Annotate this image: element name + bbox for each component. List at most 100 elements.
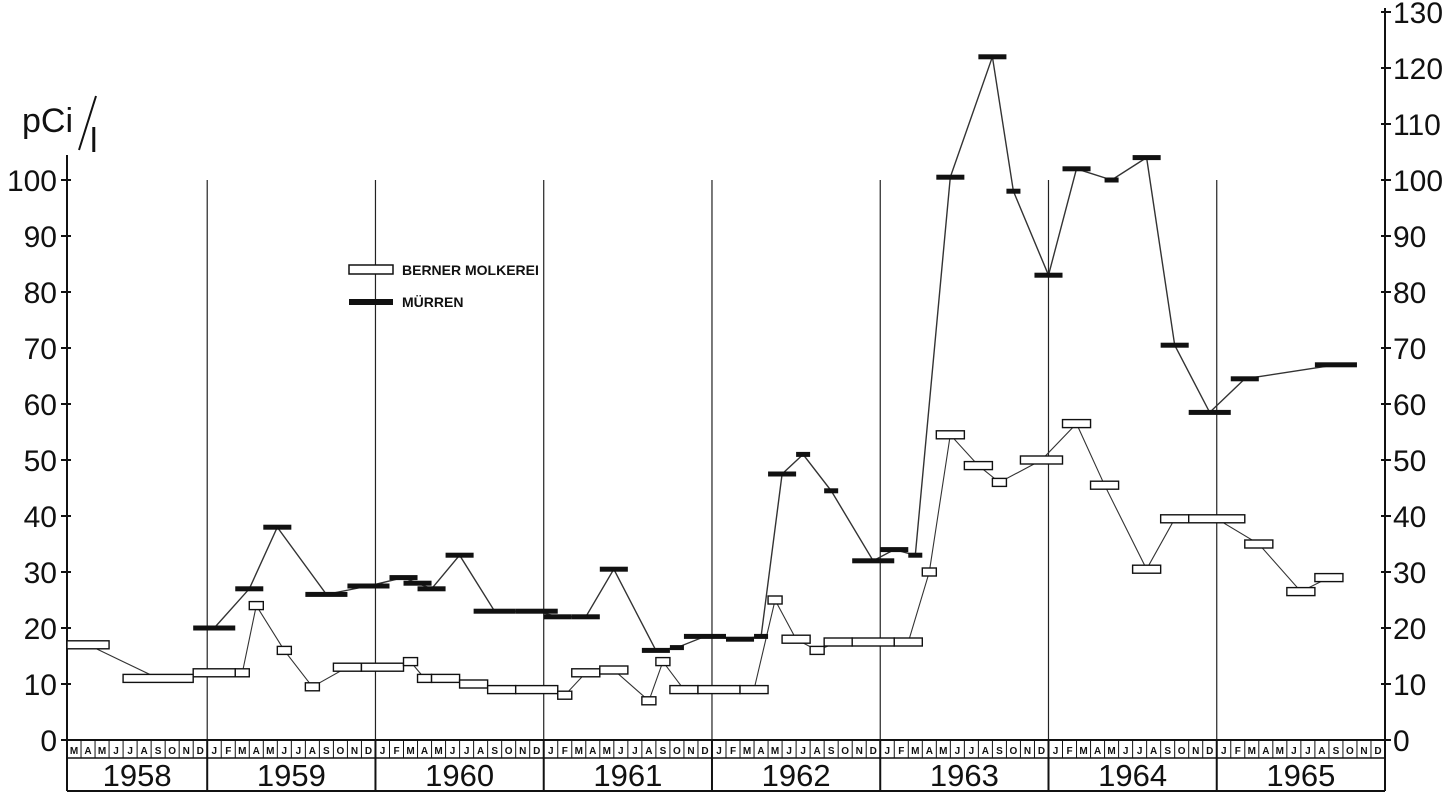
month-label: J bbox=[282, 746, 288, 757]
month-label: A bbox=[1094, 746, 1101, 757]
month-label: A bbox=[814, 746, 821, 757]
data-point-berner-molkerei bbox=[571, 668, 601, 678]
legend-swatch-berner bbox=[348, 264, 394, 275]
month-label: N bbox=[1192, 746, 1199, 757]
legend-label-berner: BERNER MOLKEREI bbox=[402, 262, 539, 278]
data-point-berner-molkerei bbox=[1188, 514, 1246, 524]
month-label: M bbox=[266, 746, 274, 757]
right-tick-label: 70 bbox=[1393, 333, 1426, 366]
month-label: A bbox=[982, 746, 989, 757]
month-label: J bbox=[786, 746, 792, 757]
month-label: S bbox=[1333, 746, 1340, 757]
month-label: M bbox=[1248, 746, 1256, 757]
data-point-berner-molkerei bbox=[599, 665, 629, 675]
month-label: A bbox=[309, 746, 316, 757]
right-tick-label: 130 bbox=[1393, 0, 1443, 30]
left-tick-label: 20 bbox=[24, 613, 57, 646]
series-layer bbox=[66, 54, 1357, 706]
legend: BERNER MOLKEREI MÜRREN bbox=[348, 262, 539, 310]
data-point-berner-molkerei bbox=[1131, 564, 1162, 574]
month-label: S bbox=[828, 746, 835, 757]
year-label: 1960 bbox=[425, 758, 494, 793]
month-label: J bbox=[716, 746, 722, 757]
data-point-m-rren bbox=[880, 547, 909, 553]
year-label: 1961 bbox=[593, 758, 662, 793]
data-point-m-rren bbox=[852, 558, 895, 564]
month-label: J bbox=[464, 746, 470, 757]
month-label: D bbox=[365, 746, 372, 757]
month-label: M bbox=[70, 746, 78, 757]
month-label: F bbox=[562, 746, 568, 757]
month-label: A bbox=[477, 746, 484, 757]
data-point-m-rren bbox=[754, 633, 769, 639]
data-point-m-rren bbox=[599, 566, 628, 572]
right-tick-label: 30 bbox=[1393, 557, 1426, 590]
data-point-m-rren bbox=[1230, 376, 1259, 382]
data-point-berner-molkerei bbox=[430, 673, 461, 684]
data-point-m-rren bbox=[543, 614, 572, 620]
month-label: M bbox=[939, 746, 947, 757]
data-point-m-rren bbox=[1132, 155, 1161, 161]
month-label: D bbox=[1374, 746, 1381, 757]
month-label: J bbox=[450, 746, 456, 757]
data-point-m-rren bbox=[978, 54, 1007, 60]
left-tick-label: 60 bbox=[24, 389, 57, 422]
unit-label-sub: l bbox=[90, 122, 98, 160]
data-point-berner-molkerei bbox=[458, 679, 489, 689]
data-point-m-rren bbox=[1104, 177, 1119, 183]
month-label: S bbox=[155, 746, 162, 757]
month-label: J bbox=[113, 746, 119, 757]
data-point-m-rren bbox=[263, 524, 292, 530]
data-point-berner-molkerei bbox=[234, 668, 250, 678]
year-label: 1959 bbox=[257, 758, 326, 793]
data-point-m-rren bbox=[768, 471, 797, 477]
month-label: A bbox=[140, 746, 147, 757]
month-label: M bbox=[406, 746, 414, 757]
series-line-berner-molkerei bbox=[87, 422, 1330, 702]
month-label: N bbox=[183, 746, 190, 757]
month-label: A bbox=[589, 746, 596, 757]
data-point-m-rren bbox=[683, 633, 726, 639]
month-label: A bbox=[757, 746, 764, 757]
right-tick-label: 20 bbox=[1393, 613, 1426, 646]
right-tick-label: 60 bbox=[1393, 389, 1426, 422]
month-label: O bbox=[1346, 746, 1354, 757]
month-label: J bbox=[632, 746, 638, 757]
month-label: J bbox=[1291, 746, 1297, 757]
month-label: O bbox=[505, 746, 513, 757]
month-label: M bbox=[603, 746, 611, 757]
month-label: J bbox=[548, 746, 554, 757]
data-point-m-rren bbox=[824, 488, 839, 494]
data-point-m-rren bbox=[347, 583, 390, 589]
legend-swatch-murren bbox=[349, 299, 393, 305]
month-label: M bbox=[1079, 746, 1087, 757]
data-point-m-rren bbox=[193, 625, 236, 631]
month-label: J bbox=[1053, 746, 1059, 757]
month-label: A bbox=[1262, 746, 1269, 757]
right-tick-label: 80 bbox=[1393, 277, 1426, 310]
data-point-berner-molkerei bbox=[991, 477, 1008, 488]
unit-label-main: pCi bbox=[22, 102, 73, 140]
month-label: F bbox=[898, 746, 904, 757]
right-tick-label: 90 bbox=[1393, 221, 1426, 254]
data-point-berner-molkerei bbox=[1089, 480, 1120, 490]
data-point-m-rren bbox=[1188, 409, 1231, 415]
data-point-m-rren bbox=[403, 580, 432, 586]
month-label: F bbox=[730, 746, 736, 757]
data-point-berner-molkerei bbox=[1314, 572, 1344, 583]
month-label: J bbox=[380, 746, 386, 757]
month-label: D bbox=[1206, 746, 1213, 757]
data-point-m-rren bbox=[1160, 342, 1189, 348]
month-label: J bbox=[618, 746, 624, 757]
month-label: S bbox=[323, 746, 330, 757]
data-point-berner-molkerei bbox=[1061, 418, 1092, 429]
data-point-berner-molkerei bbox=[935, 430, 966, 440]
month-label: D bbox=[533, 746, 540, 757]
data-point-berner-molkerei bbox=[332, 662, 363, 672]
data-point-berner-molkerei bbox=[809, 645, 825, 656]
month-label: J bbox=[955, 746, 961, 757]
month-label: J bbox=[1123, 746, 1129, 757]
month-label: F bbox=[1066, 746, 1072, 757]
data-point-berner-molkerei bbox=[767, 595, 783, 605]
